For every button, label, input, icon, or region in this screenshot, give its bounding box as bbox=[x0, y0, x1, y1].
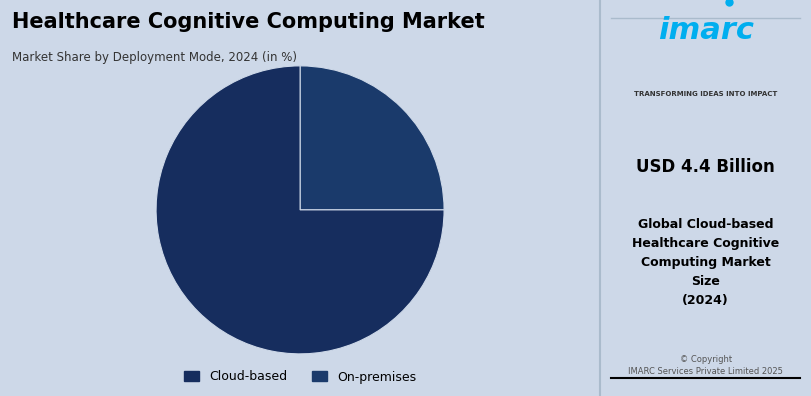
Text: Healthcare Cognitive Computing Market: Healthcare Cognitive Computing Market bbox=[12, 12, 485, 32]
Text: © Copyright
IMARC Services Private Limited 2025: © Copyright IMARC Services Private Limit… bbox=[629, 355, 783, 376]
Text: Market Share by Deployment Mode, 2024 (in %): Market Share by Deployment Mode, 2024 (i… bbox=[12, 51, 297, 65]
Text: TRANSFORMING IDEAS INTO IMPACT: TRANSFORMING IDEAS INTO IMPACT bbox=[634, 91, 777, 97]
Wedge shape bbox=[156, 66, 444, 354]
Text: USD 4.4 Billion: USD 4.4 Billion bbox=[636, 158, 775, 176]
Legend: Cloud-based, On-premises: Cloud-based, On-premises bbox=[178, 364, 423, 390]
Wedge shape bbox=[300, 66, 444, 210]
Text: imarc: imarc bbox=[658, 16, 753, 45]
Text: Global Cloud-based
Healthcare Cognitive
Computing Market
Size
(2024): Global Cloud-based Healthcare Cognitive … bbox=[632, 218, 779, 307]
